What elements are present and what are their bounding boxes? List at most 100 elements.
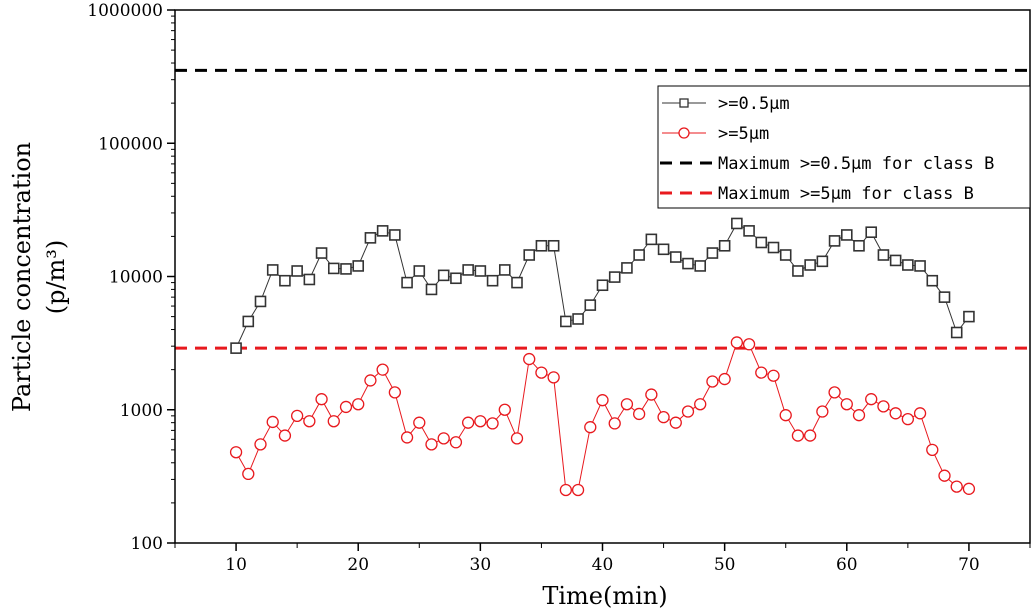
data-point xyxy=(816,255,829,268)
data-point xyxy=(242,467,255,481)
x-tick-label: 50 xyxy=(714,555,736,575)
data-point xyxy=(621,262,633,274)
data-point xyxy=(767,369,780,382)
data-point xyxy=(828,235,841,247)
data-point xyxy=(950,326,963,339)
y-tick-label: 1000 xyxy=(120,401,163,421)
data-point xyxy=(437,269,450,282)
data-point xyxy=(877,400,890,413)
data-point xyxy=(645,388,658,401)
data-point xyxy=(547,239,560,252)
data-point xyxy=(498,403,511,416)
x-tick-label: 60 xyxy=(836,555,858,575)
data-point xyxy=(669,251,682,263)
data-point xyxy=(449,436,463,449)
data-point xyxy=(730,336,744,349)
data-point xyxy=(902,259,914,271)
data-point xyxy=(633,249,645,261)
series-square xyxy=(230,217,975,354)
data-point xyxy=(572,313,584,325)
data-point xyxy=(853,239,865,252)
data-point xyxy=(694,398,707,411)
data-point xyxy=(718,372,731,386)
data-point xyxy=(767,241,780,254)
data-point xyxy=(511,276,523,289)
data-point xyxy=(755,236,768,249)
data-point xyxy=(645,233,658,246)
data-point xyxy=(254,295,267,308)
data-point xyxy=(315,247,328,259)
data-point xyxy=(962,482,976,495)
data-point xyxy=(242,315,255,328)
x-tick-label: 30 xyxy=(470,555,492,575)
data-point xyxy=(413,265,426,277)
data-point xyxy=(779,249,792,261)
data-point xyxy=(840,398,853,411)
data-point xyxy=(816,405,829,418)
data-point xyxy=(596,394,609,407)
data-point xyxy=(889,254,902,267)
data-point xyxy=(632,407,646,421)
data-point xyxy=(339,400,353,414)
data-point xyxy=(474,415,487,428)
data-point xyxy=(571,483,585,497)
data-point xyxy=(559,483,573,497)
data-point xyxy=(352,260,365,272)
data-point xyxy=(779,409,792,422)
data-point xyxy=(229,446,243,459)
data-point xyxy=(865,393,878,406)
data-point xyxy=(840,229,853,241)
data-point xyxy=(877,249,890,261)
data-point xyxy=(852,409,866,422)
y-tick-label: 100000 xyxy=(98,134,163,154)
data-point xyxy=(535,239,548,252)
data-point xyxy=(694,260,707,272)
data-point xyxy=(523,249,536,261)
data-point xyxy=(914,260,926,272)
legend-marker xyxy=(679,98,689,108)
data-point xyxy=(352,398,365,411)
data-point xyxy=(706,375,719,388)
data-point xyxy=(547,371,560,384)
data-point xyxy=(315,393,328,406)
data-point xyxy=(376,225,389,237)
data-point xyxy=(388,386,402,399)
series-circle xyxy=(229,336,976,497)
y-tick-label: 10000 xyxy=(109,268,163,288)
data-point xyxy=(731,217,743,230)
y-axis-unit: (p/m³) xyxy=(42,240,70,315)
data-point xyxy=(681,405,695,418)
data-point xyxy=(413,416,426,429)
legend: >=0.5µm >=5µm Maximum >=0.5µm for class B M… xyxy=(657,85,1031,209)
data-point xyxy=(791,429,805,442)
data-point xyxy=(474,265,487,277)
data-point xyxy=(803,429,817,442)
data-point xyxy=(230,342,242,354)
data-point xyxy=(450,272,462,285)
data-point xyxy=(657,410,670,424)
data-point xyxy=(963,310,975,323)
x-tick-label: 70 xyxy=(958,555,980,575)
data-point xyxy=(865,226,878,239)
data-point xyxy=(303,415,316,428)
y-axis-label: Particle concentration xyxy=(8,142,36,412)
data-point xyxy=(254,438,267,451)
data-point xyxy=(327,415,340,428)
data-point xyxy=(291,265,303,277)
data-point xyxy=(400,431,414,444)
data-point xyxy=(462,264,474,276)
data-point xyxy=(926,443,939,457)
data-point xyxy=(389,229,401,241)
legend-label: >=5µm xyxy=(718,124,769,144)
data-point xyxy=(596,279,609,292)
data-point xyxy=(461,416,475,429)
x-axis-label: Time(min) xyxy=(542,582,667,610)
data-point xyxy=(498,264,511,276)
data-point xyxy=(266,264,279,276)
data-point xyxy=(340,263,352,275)
x-tick-label: 40 xyxy=(592,555,614,575)
legend-label: >=0.5µm xyxy=(718,94,790,114)
x-tick-label: 10 xyxy=(225,555,247,575)
data-point xyxy=(437,432,450,445)
